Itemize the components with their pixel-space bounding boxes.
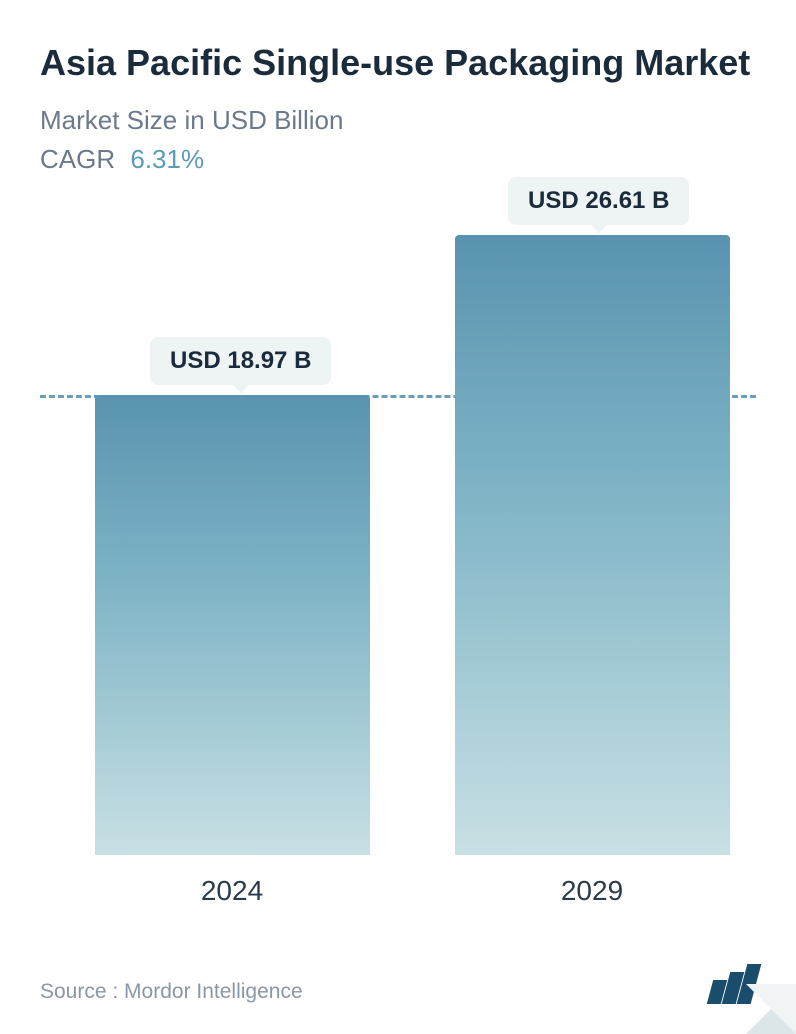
chart-subtitle: Market Size in USD Billion <box>40 105 756 136</box>
chart-title: Asia Pacific Single-use Packaging Market <box>40 40 756 85</box>
footer: Source : Mordor Intelligence <box>40 954 756 1004</box>
chart-container: Asia Pacific Single-use Packaging Market… <box>0 0 796 1034</box>
value-label-2024: USD 18.97 B <box>170 347 311 374</box>
x-label-2029: 2029 <box>561 875 623 907</box>
bar-fill-2024 <box>95 395 370 855</box>
bar-fill-2029 <box>455 235 730 855</box>
cagr-row: CAGR 6.31% <box>40 144 756 175</box>
corner-fold-icon <box>746 984 796 1034</box>
cagr-label: CAGR <box>40 144 115 174</box>
bar-2024 <box>95 395 370 855</box>
source-text: Source : Mordor Intelligence <box>40 980 303 1004</box>
bar-2029 <box>455 235 730 855</box>
cagr-value: 6.31% <box>130 144 204 174</box>
value-badge-2024: USD 18.97 B <box>150 337 331 385</box>
chart-area: USD 18.97 B USD 26.61 B 2024 2029 <box>40 215 756 894</box>
chart-inner: USD 18.97 B USD 26.61 B <box>40 215 756 855</box>
x-label-2024: 2024 <box>201 875 263 907</box>
value-label-2029: USD 26.61 B <box>528 187 669 214</box>
value-badge-2029: USD 26.61 B <box>508 177 689 225</box>
